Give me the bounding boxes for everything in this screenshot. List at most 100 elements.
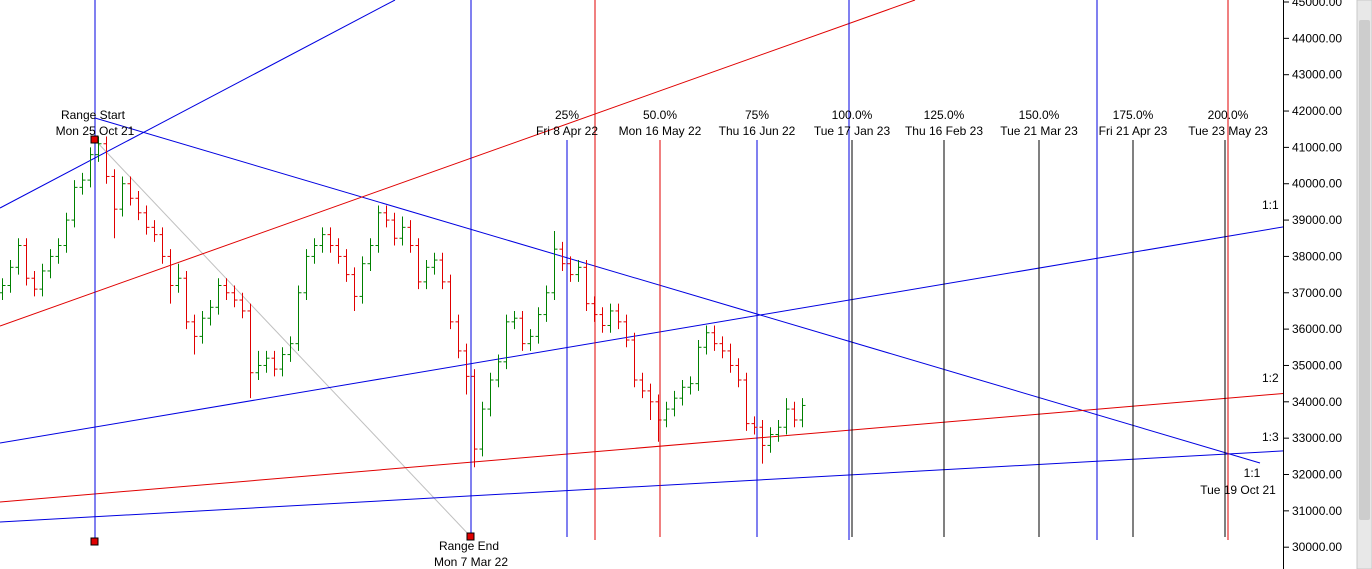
ohlc-bar	[7, 260, 14, 293]
ohlc-bar	[479, 401, 486, 457]
ohlc-bar	[503, 314, 510, 370]
ohlc-bar	[551, 230, 558, 301]
ohlc-bar	[703, 325, 710, 355]
ohlc-bar	[359, 256, 366, 304]
ohlc-bar	[799, 398, 806, 428]
ohlc-bar	[543, 285, 550, 322]
projection-percent: 75%	[745, 108, 769, 122]
ohlc-bar	[351, 267, 358, 311]
ohlc-bar	[423, 260, 430, 290]
ohlc-bar	[263, 350, 270, 373]
ohlc-bar	[63, 212, 70, 253]
ohlc-bar	[415, 238, 422, 290]
ohlc-bar	[303, 249, 310, 301]
projection-date: Tue 21 Mar 23	[1000, 124, 1078, 138]
projection-date: Fri 8 Apr 22	[536, 124, 598, 138]
gann-line	[0, 211, 1372, 444]
ohlc-bar	[399, 216, 406, 246]
range-start-date: Mon 25 Oct 21	[56, 124, 135, 138]
y-tick-label: 41000.00	[1292, 140, 1342, 154]
ohlc-bar	[199, 310, 206, 344]
projection-percent: 175.0%	[1113, 108, 1154, 122]
ohlc-bar	[87, 147, 94, 188]
y-tick-label: 33000.00	[1292, 431, 1342, 445]
range-start-label: Range Start	[61, 108, 126, 122]
gann-line	[0, 0, 916, 327]
ohlc-bar	[103, 136, 110, 184]
ohlc-bar	[607, 303, 614, 333]
ohlc-bar	[311, 238, 318, 264]
ohlc-bar	[119, 176, 126, 217]
ohlc-bar	[255, 350, 262, 380]
ohlc-bar	[735, 358, 742, 388]
anchor-handle[interactable]	[90, 537, 99, 546]
ohlc-bar	[495, 354, 502, 388]
ohlc-bar	[151, 220, 158, 242]
ohlc-bar	[167, 249, 174, 304]
price-axis	[1283, 0, 1357, 569]
y-tick-label: 31000.00	[1292, 504, 1342, 518]
origin-label: 1:1	[1244, 466, 1261, 480]
ohlc-bar	[767, 427, 774, 453]
ohlc-bar	[567, 256, 574, 282]
y-tick-label: 39000.00	[1292, 213, 1342, 227]
ohlc-bar	[639, 372, 646, 399]
gann-line	[94, 117, 1261, 464]
projection-percent: 125.0%	[924, 108, 965, 122]
ohlc-bar	[671, 390, 678, 417]
ohlc-bar	[335, 238, 342, 264]
projection-percent: 150.0%	[1019, 108, 1060, 122]
ohlc-bar	[719, 336, 726, 359]
gann-line	[0, 0, 396, 209]
ohlc-bar	[319, 227, 326, 253]
range-end-label: Range End	[439, 539, 499, 553]
ohlc-bar	[15, 238, 22, 275]
drawing-tools	[0, 0, 1372, 545]
projection-date: Tue 17 Jan 23	[814, 124, 891, 138]
gann-line	[0, 385, 1372, 503]
y-tick-label: 34000.00	[1292, 395, 1342, 409]
ohlc-bar	[711, 325, 718, 351]
price-axis-ticks: 30000.00 31000.00 32000.00 33000.00 34000.00…	[1283, 0, 1342, 554]
ohlc-bar	[239, 292, 246, 319]
anchor-handle[interactable]	[90, 135, 99, 144]
ohlc-bar	[135, 190, 142, 221]
ohlc-bar	[407, 220, 414, 253]
ohlc-bar	[631, 332, 638, 388]
ohlc-bar	[247, 303, 254, 399]
ohlc-bar	[599, 307, 606, 333]
ohlc-bar	[743, 372, 750, 431]
ohlc-bar	[231, 285, 238, 308]
ohlc-bar	[655, 394, 662, 442]
ohlc-bar	[207, 300, 214, 326]
ohlc-bar	[343, 249, 350, 282]
projection-date: Thu 16 Feb 23	[905, 124, 983, 138]
ohlc-bar	[271, 350, 278, 377]
ohlc-bar	[663, 401, 670, 428]
scrollbar-thumb[interactable]	[1359, 20, 1370, 520]
range-end-date: Mon 7 Mar 22	[434, 555, 508, 569]
ohlc-bar	[727, 343, 734, 373]
y-tick-label: 37000.00	[1292, 286, 1342, 300]
ohlc-bar	[375, 205, 382, 253]
projection-percent: 25%	[555, 108, 579, 122]
ohlc-bar	[559, 241, 566, 271]
ohlc-bar	[159, 227, 166, 264]
projection-percent: 200.0%	[1208, 108, 1249, 122]
annotations: Range Start Mon 25 Oct 21 Range End Mon …	[56, 108, 1279, 569]
ohlc-bar	[39, 263, 46, 297]
ohlc-bar	[783, 398, 790, 435]
ohlc-bar	[679, 379, 686, 406]
ratio-label: 1:1	[1262, 198, 1279, 212]
projection-labels: 25% Fri 8 Apr 22 50.0% Mon 16 May 22 75% Thu …	[536, 108, 1268, 138]
ohlc-bar	[71, 180, 78, 228]
ohlc-bar	[127, 176, 134, 206]
ohlc-bar	[647, 383, 654, 420]
y-tick-label: 45000.00	[1292, 0, 1342, 9]
anchor-handle[interactable]	[466, 532, 475, 541]
projection-date: Thu 16 Jun 22	[719, 124, 796, 138]
ohlc-bar	[775, 419, 782, 442]
ohlc-bar	[455, 314, 462, 359]
